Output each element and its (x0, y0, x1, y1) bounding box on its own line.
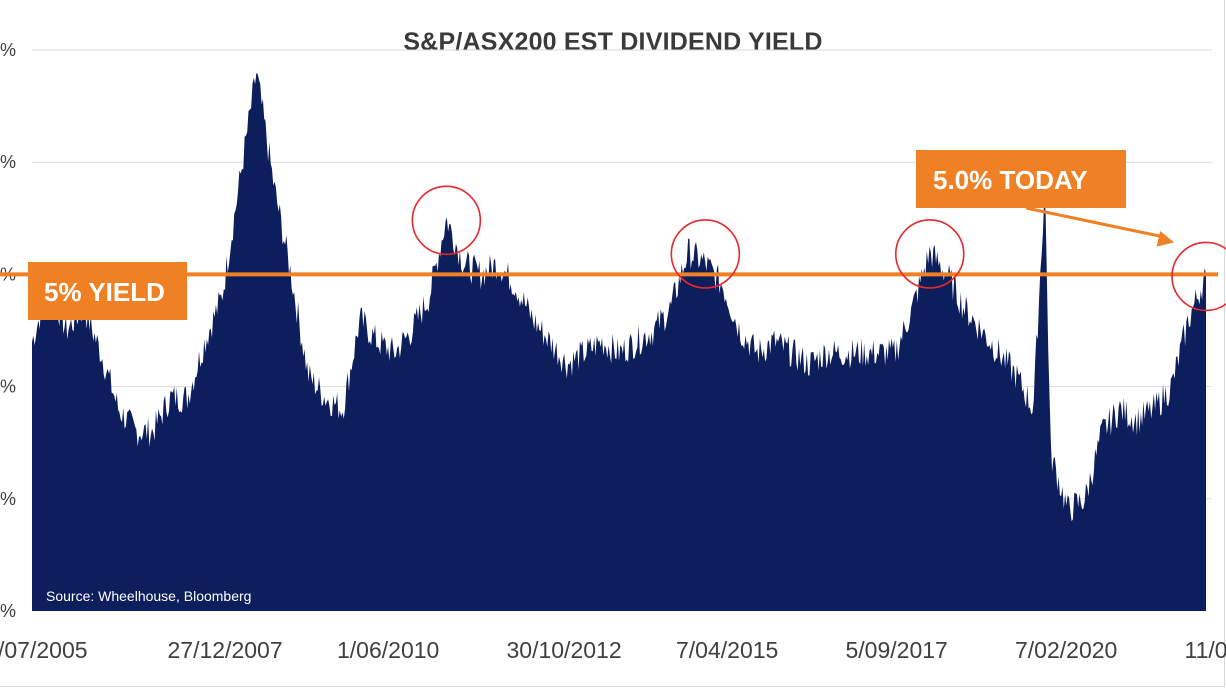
y-tick-label: % (0, 601, 16, 621)
five-percent-yield-callout: 5% YIELD (28, 262, 187, 320)
x-tick-label: 5/09/2017 (846, 637, 948, 663)
highlight-circle (670, 219, 741, 289)
today-label-box (916, 150, 1126, 208)
x-tick-label: 30/10/2012 (507, 637, 622, 663)
x-tick-label: 1/06/2010 (337, 637, 439, 663)
y-axis-ticks: %%%%%% (0, 40, 16, 621)
highlight-circle (1171, 241, 1226, 312)
today-label: 5.0% TODAY (933, 165, 1088, 195)
highlight-circles (411, 185, 1226, 312)
y-tick-label: % (0, 489, 16, 509)
chart-title: S&P/ASX200 EST DIVIDEND YIELD (403, 28, 823, 56)
highlight-circle (411, 185, 482, 256)
x-tick-label: /07/2005 (0, 637, 88, 663)
today-arrow-head (1156, 230, 1174, 247)
x-axis-ticks: /07/2005 27/12/2007 1/06/2010 30/10/2012 7/0… (0, 637, 1226, 663)
x-tick-label: 7/04/2015 (676, 637, 778, 663)
y-tick-label: % (0, 152, 16, 172)
y-tick-label: % (0, 40, 16, 60)
today-arrow (1025, 206, 1167, 239)
five-percent-yield-label: 5% YIELD (44, 277, 165, 307)
today-callout: 5.0% TODAY (916, 150, 1174, 247)
yield-area-series (32, 73, 1206, 611)
five-percent-yield-label-box (28, 262, 187, 320)
source-note: Source: Wheelhouse, Bloomberg (46, 588, 251, 604)
x-tick-label: 27/12/2007 (168, 637, 283, 663)
x-tick-label: 11/07/2 (1185, 637, 1226, 663)
x-tick-label: 7/02/2020 (1015, 637, 1117, 663)
highlight-circle (894, 219, 965, 289)
y-tick-label: % (0, 377, 16, 397)
